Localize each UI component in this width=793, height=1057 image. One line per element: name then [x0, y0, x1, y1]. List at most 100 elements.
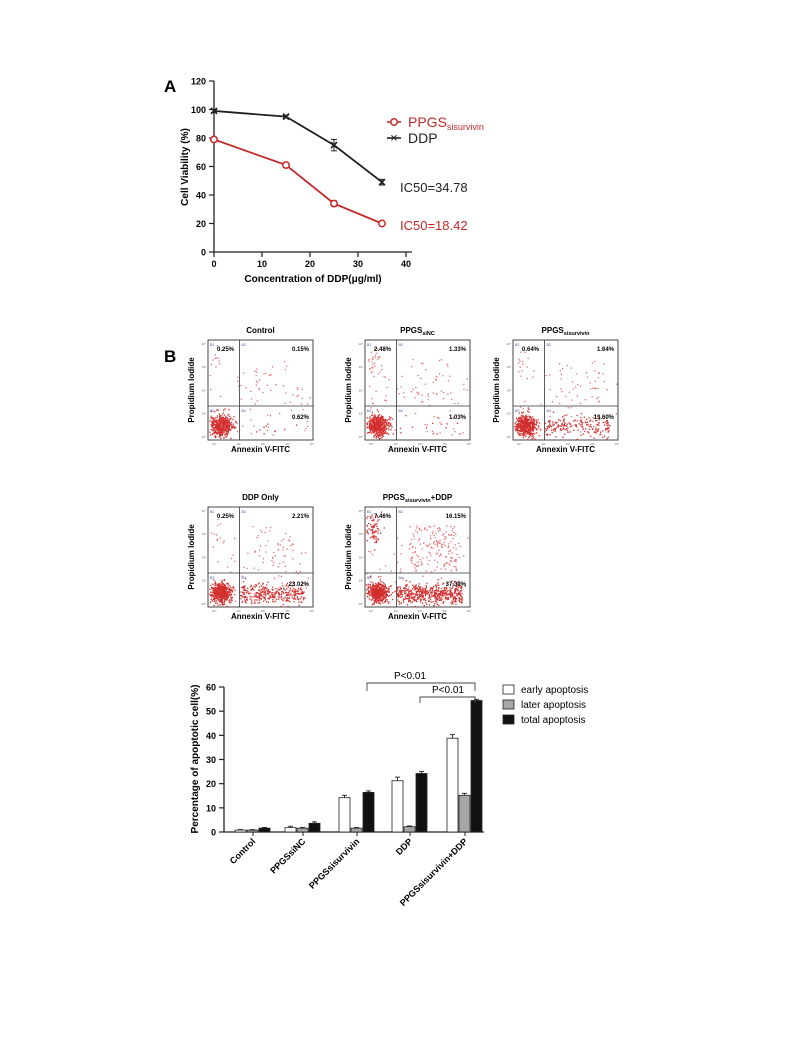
quadrant-tag: B3	[367, 409, 371, 413]
quadrant-tag: B2	[399, 343, 403, 347]
bar-later-apoptosis	[350, 827, 363, 833]
flow-x-axis-label: Annexin V-FITC	[388, 612, 447, 621]
series-line-ddp	[213, 110, 383, 183]
flow-dots	[366, 511, 469, 608]
quadrant-upper-right-percent: 2.21%	[292, 514, 310, 520]
quadrant-tag: B4	[399, 576, 403, 580]
bar-y-tick-label: 60	[206, 683, 216, 693]
bar-total-apoptosis	[415, 773, 428, 833]
quadrant-tag: B4	[242, 409, 246, 413]
bar-legend: early apoptosis later apoptosis total apop…	[502, 684, 588, 726]
bar-y-tick-label: 10	[206, 803, 216, 813]
flow-y-axis-label: Propidium Iodide	[187, 357, 196, 423]
flow-x-tick-label: 10³	[285, 442, 289, 446]
quadrant-tag: B3	[367, 576, 371, 580]
flow-x-tick-label: 10²	[261, 609, 265, 613]
bar-category-label: DDP	[394, 836, 415, 857]
flow-x-tick-label: 10²	[418, 442, 422, 446]
data-point-x	[282, 113, 290, 121]
flow-x-tick-label: 10²	[566, 442, 570, 446]
data-point-circle	[210, 135, 218, 144]
viability-y-tick-label: 20	[196, 219, 206, 229]
quadrant-tag: B2	[242, 510, 246, 514]
flow-dots	[209, 518, 310, 608]
quadrant-lower-right-percent: 23.02%	[289, 582, 310, 588]
flow-y-tick-label: 10³	[359, 365, 363, 369]
bar-early-apoptosis	[446, 737, 459, 833]
bar-early-apoptosis	[284, 827, 297, 833]
flow-y-axis-label: Propidium Iodide	[344, 524, 353, 590]
legend-swatch-later-apoptosis	[502, 699, 515, 710]
bar-early-apoptosis	[391, 780, 404, 833]
viability-x-tick-label: 0	[211, 259, 216, 269]
flow-x-axis-label: Annexin V-FITC	[536, 445, 595, 454]
flow-x-tick-label: 10⁰	[369, 442, 374, 446]
flow-y-tick-label: 10⁴	[358, 509, 363, 513]
quadrant-tag: B4	[242, 576, 246, 580]
flow-y-tick-label: 10¹	[359, 579, 363, 583]
quadrant-tag: B1	[367, 343, 371, 347]
panel-b-label: B	[164, 347, 176, 366]
flow-x-tick-label: 10⁰	[212, 442, 217, 446]
bar-total-apoptosis	[258, 827, 271, 833]
quadrant-tag: B1	[210, 343, 214, 347]
flow-plot-2: PPGSsiNC B1 B2 B3 B4 2.48% 1.33% 1.03% 10⁰ 10⁰ 10¹…	[344, 326, 472, 454]
legend-label-ddp: DDP	[408, 130, 438, 146]
flow-x-axis-label: Annexin V-FITC	[388, 445, 447, 454]
viability-x-tick-label: 30	[353, 259, 363, 269]
bracket-ddp-vs-combo	[419, 696, 476, 703]
flow-plot-title: PPGSsisurvivin+DDP	[383, 493, 453, 504]
bar-category-label: Control	[228, 836, 258, 866]
flow-y-tick-label: 10²	[202, 555, 206, 559]
flow-plot-title: Control	[246, 326, 274, 335]
bar-early-apoptosis	[234, 829, 247, 833]
flow-y-tick-label: 10²	[202, 388, 206, 392]
flow-x-tick-label: 10¹	[236, 609, 240, 613]
data-point-circle	[330, 199, 338, 208]
flow-x-tick-label: 10³	[442, 442, 446, 446]
quadrant-lower-right-percent: 0.62%	[292, 415, 310, 421]
quadrant-upper-right-percent: 16.15%	[446, 514, 467, 520]
significance-brackets: P<0.01 P<0.01	[366, 671, 476, 703]
bar-category-label: PPGSsiNC	[268, 836, 308, 876]
legend-label-total-apoptosis: total apoptosis	[521, 715, 586, 726]
quadrant-upper-right-percent: 1.64%	[597, 347, 615, 353]
viability-x-tick-label: 10	[257, 259, 267, 269]
quadrant-upper-left-percent: 0.25%	[217, 514, 235, 520]
quadrant-upper-left-percent: 0.25%	[217, 347, 235, 353]
data-point-circle	[378, 219, 386, 228]
data-point-x	[378, 178, 386, 186]
flow-y-tick-label: 10⁴	[506, 342, 511, 346]
quadrant-lower-right-percent: 13.60%	[594, 415, 615, 421]
flow-y-tick-label: 10²	[359, 555, 363, 559]
flow-y-tick-label: 10⁰	[201, 435, 206, 439]
flow-dots	[366, 348, 469, 440]
flow-cytometry-plots: Control B1 B2 B3 B4 0.25% 0.15% 0.62% 10⁰ 10⁰ 10¹ 1…	[187, 326, 620, 621]
flow-y-tick-label: 10³	[202, 532, 206, 536]
data-point-x	[330, 141, 338, 149]
flow-x-tick-label: 10³	[442, 609, 446, 613]
quadrant-lower-right-percent: 37.39%	[446, 582, 467, 588]
flow-plot-3: PPGSsisurvivin B1 B2 B3 B4 0.64% 1.64% 13.60% 10…	[492, 326, 620, 454]
bar-y-tick-label: 50	[206, 707, 216, 717]
quadrant-tag: B3	[210, 576, 214, 580]
flow-y-tick-label: 10³	[507, 365, 511, 369]
flow-plot-5: PPGSsisurvivin+DDP B1 B2 B3 B4 7.46% 16.15% 37.…	[344, 493, 472, 621]
flow-plot-4: DDP Only B1 B2 B3 B4 0.25% 2.21% 23.02% 10⁰ 10⁰ 10…	[187, 493, 315, 621]
flow-x-tick-label: 10⁴	[467, 442, 472, 446]
flow-x-tick-label: 10¹	[236, 442, 240, 446]
flow-x-tick-label: 10⁰	[212, 609, 217, 613]
bar-later-apoptosis	[296, 827, 309, 833]
legend-x-marker: ✕	[390, 134, 398, 145]
flow-y-tick-label: 10¹	[359, 412, 363, 416]
flow-x-tick-label: 10⁴	[310, 442, 315, 446]
significance-label-1: P<0.01	[394, 671, 426, 682]
legend-label-later-apoptosis: later apoptosis	[521, 700, 586, 711]
flow-y-tick-label: 10⁰	[358, 435, 363, 439]
flow-x-axis-label: Annexin V-FITC	[231, 612, 290, 621]
flow-plot-title: DDP Only	[242, 493, 279, 502]
flow-x-tick-label: 10³	[285, 609, 289, 613]
flow-dots	[209, 345, 311, 440]
quadrant-upper-right-percent: 0.15%	[292, 347, 310, 353]
quadrant-tag: B1	[515, 343, 519, 347]
